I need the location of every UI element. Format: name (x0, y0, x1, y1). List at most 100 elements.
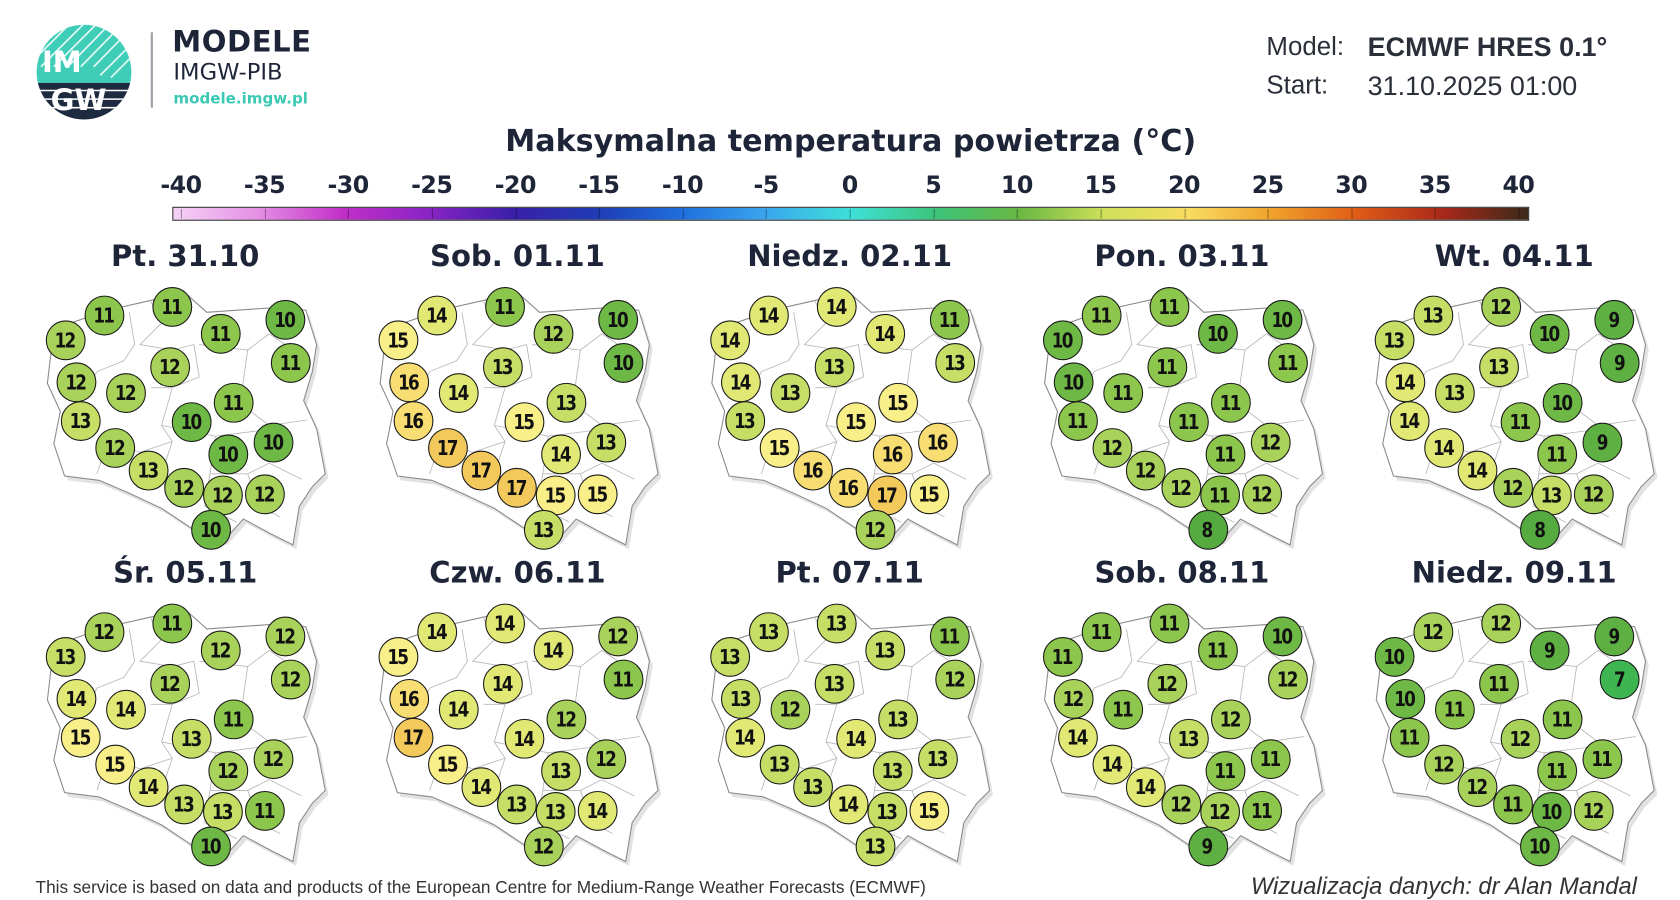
station-temperature-value: 9 (1543, 638, 1556, 663)
station-temperature-marker: 14 (748, 295, 789, 336)
station-temperature-marker: 14 (577, 790, 618, 831)
station-temperature-value: 13 (1177, 726, 1200, 751)
station-temperature-value: 10 (612, 351, 634, 375)
station-temperature-marker: 17 (496, 467, 537, 508)
station-temperature-value: 13 (173, 792, 195, 817)
station-temperature-marker: 11 (1102, 373, 1143, 413)
station-temperature-marker: 10 (1531, 792, 1572, 832)
station-temperature-value: 15 (104, 752, 126, 777)
station-temperature-value: 9 (1608, 307, 1620, 332)
station-temperature-marker: 13 (759, 744, 800, 785)
day-label: Niedz. 09.11 (1411, 556, 1617, 591)
station-temperature-marker: 14 (816, 286, 857, 327)
station-temperature-value: 14 (470, 775, 492, 800)
station-temperature-value: 13 (212, 800, 234, 824)
station-temperature-value: 12 (159, 355, 181, 380)
day-label: Sob. 08.11 (1094, 556, 1270, 591)
station-temperature-marker: 11 (603, 659, 643, 700)
station-temperature-value: 15 (436, 752, 459, 777)
station-temperature-value: 11 (1111, 697, 1134, 722)
station-temperature-marker: 11 (1493, 784, 1533, 825)
station-temperature-marker: 13 (1374, 320, 1415, 361)
station-temperature-value: 14 (1398, 409, 1421, 433)
station-temperature-marker: 12 (208, 751, 249, 791)
station-temperature-value: 13 (825, 611, 848, 636)
station-temperature-marker: 13 (545, 382, 586, 423)
station-temperature-marker: 13 (814, 347, 855, 388)
station-temperature-value: 10 (1206, 321, 1229, 346)
station-temperature-value: 11 (1177, 410, 1200, 434)
station-temperature-marker: 14 (1125, 767, 1166, 808)
station-temperature-value: 11 (222, 390, 245, 415)
station-temperature-marker: 10 (597, 299, 638, 340)
station-temperature-value: 12 (555, 707, 577, 732)
station-temperature-marker: 15 (535, 475, 576, 516)
station-temperature-marker: 12 (95, 428, 136, 468)
station-temperature-value: 17 (470, 458, 492, 483)
colorbar-tick-mark (1434, 208, 1436, 219)
station-temperature-value: 13 (137, 458, 160, 483)
station-temperature-marker: 12 (1125, 450, 1166, 491)
station-temperature-value: 9 (1613, 351, 1626, 375)
station-temperature-marker: 12 (523, 826, 564, 867)
station-temperature-marker: 14 (710, 320, 751, 361)
station-temperature-marker: 8 (1520, 509, 1560, 550)
colorbar (172, 206, 1530, 221)
station-temperature-marker: 13 (720, 678, 761, 719)
station-temperature-value: 13 (864, 834, 887, 859)
day-label: Sob. 01.11 (430, 240, 605, 274)
station-temperature-value: 11 (1250, 799, 1273, 823)
station-temperature-value: 10 (1383, 645, 1406, 669)
station-temperature-marker: 14 (720, 362, 761, 403)
station-temperature-value: 10 (274, 307, 297, 332)
station-temperature-marker: 11 (1205, 434, 1245, 475)
station-temperature-value: 15 (387, 328, 409, 353)
colorbar-tick-label: 35 (1418, 172, 1451, 200)
station-temperature-marker: 12 (1424, 744, 1465, 785)
station-temperature-value: 12 (1156, 671, 1178, 696)
colorbar-tick-mark (682, 208, 684, 219)
station-temperature-value: 12 (1583, 482, 1605, 507)
station-temperature-value: 13 (1422, 303, 1445, 328)
colorbar-tick-label: -20 (494, 172, 537, 200)
day-label: Pt. 31.10 (111, 240, 260, 274)
station-temperature-marker: 13 (748, 612, 789, 653)
station-temperature-marker: 17 (867, 475, 908, 516)
colorbar-tick-mark (933, 208, 935, 219)
colorbar-tick-label: 10 (1000, 172, 1033, 200)
station-temperature-value: 12 (1422, 620, 1445, 644)
station-temperature-marker: 13 (710, 636, 751, 677)
station-temperature-marker: 15 (95, 744, 136, 785)
station-temperature-value: 13 (779, 381, 802, 405)
station-temperature-marker: 16 (393, 401, 433, 441)
station-temperature-marker: 11 (152, 286, 193, 327)
station-temperature-value: 11 (1546, 759, 1568, 783)
station-temperature-value: 14 (1101, 752, 1123, 777)
station-temperature-marker: 14 (460, 767, 501, 808)
station-temperature-marker: 12 (935, 659, 976, 700)
station-temperature-value: 13 (544, 800, 566, 824)
station-temperature-value: 12 (65, 370, 88, 395)
station-temperature-value: 11 (279, 351, 302, 375)
station-temperature-value: 8 (1534, 517, 1546, 542)
brand-title: MODELE (172, 25, 312, 60)
station-temperature-marker: 12 (253, 739, 294, 780)
station-temperature-marker: 11 (1081, 295, 1122, 336)
station-temperature-marker: 12 (150, 347, 191, 388)
station-temperature-value: 12 (864, 517, 887, 542)
station-temperature-value: 12 (1509, 726, 1532, 751)
brand-subtitle: IMGW-PIB (173, 59, 283, 86)
station-temperature-marker: 11 (1389, 717, 1430, 758)
station-temperature-marker: 11 (270, 342, 311, 383)
station-temperature-marker: 11 (1205, 751, 1245, 791)
station-temperature-marker: 14 (106, 689, 146, 730)
day-label: Czw. 06.11 (429, 556, 606, 591)
station-temperature-value: 15 (513, 410, 535, 434)
station-temperature-value: 10 (1051, 328, 1074, 353)
station-temperature-marker: 11 (1149, 286, 1189, 327)
station-temperature-value: 13 (887, 707, 909, 732)
station-temperature-value: 16 (397, 370, 420, 395)
brand-url-link[interactable]: modele.imgw.pl (173, 90, 308, 108)
station-temperature-marker: 11 (1081, 612, 1122, 653)
station-temperature-value: 17 (436, 436, 459, 460)
